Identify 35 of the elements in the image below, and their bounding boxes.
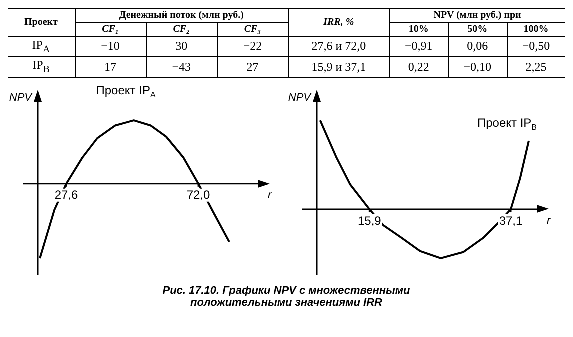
text: NPV (млн руб.) при: [390, 8, 565, 22]
text: −43: [146, 56, 218, 78]
x-tick-label: 37,1: [499, 214, 523, 228]
text: Проект: [8, 8, 75, 36]
text: −0,50: [507, 36, 565, 57]
text: 10%: [390, 22, 448, 36]
text: −10: [75, 36, 146, 57]
text: Рис. 17.10. Графики NPV с множественными положительными значениями IRR: [162, 284, 412, 309]
x-tick-label: 15,9: [358, 214, 382, 228]
y-axis-title: NPV: [288, 92, 313, 104]
text: IP$_{A}$: [8, 36, 75, 57]
text: 0,22: [390, 56, 448, 78]
text: −0,91: [390, 36, 448, 57]
x-tick-label: 72,0: [186, 188, 211, 202]
text: Денежный поток (млн руб.): [75, 8, 288, 22]
text: IRR, %: [288, 8, 390, 36]
text: −0,10: [448, 56, 508, 78]
text: CF₂: [146, 22, 218, 36]
text: 15,9 и 37,1: [288, 56, 390, 78]
x-axis-title: r: [547, 214, 552, 227]
text: −22: [217, 36, 288, 57]
text: CF₃: [217, 22, 288, 36]
text: IP$_{B}$: [8, 56, 75, 78]
text: 100%: [507, 22, 565, 36]
text: 50%: [448, 22, 508, 36]
x-axis-title: r: [268, 189, 273, 202]
text: 30: [146, 36, 218, 57]
text: 17: [75, 56, 146, 78]
text: 2,25: [507, 56, 565, 78]
y-axis-title: NPV: [9, 92, 34, 104]
text: 0,06: [448, 36, 508, 57]
x-tick-label: 27,6: [54, 188, 79, 202]
text: 27: [217, 56, 288, 78]
text: 27,6 и 72,0: [288, 36, 390, 57]
text: CF₁: [75, 22, 146, 36]
